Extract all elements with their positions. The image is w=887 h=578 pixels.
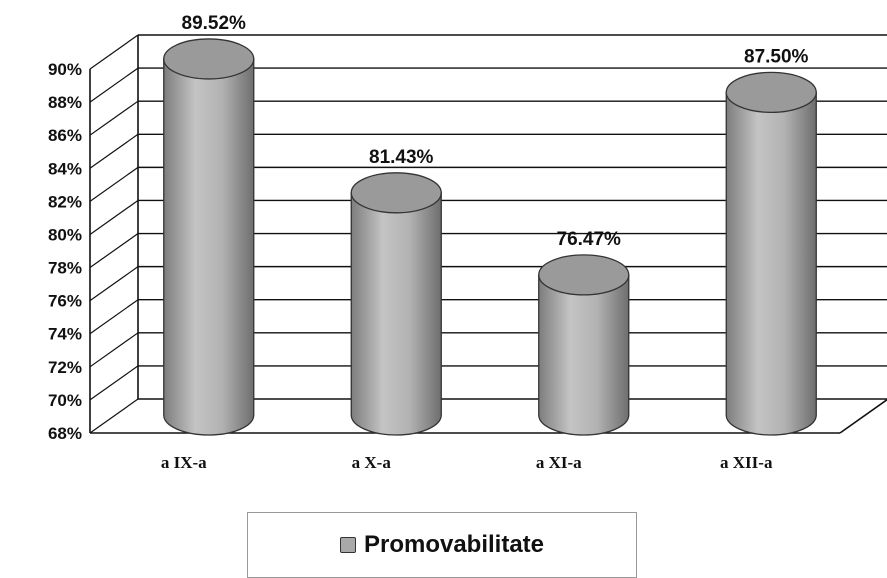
data-label: 89.52% bbox=[182, 13, 247, 34]
y-tick-label: 86% bbox=[48, 126, 82, 145]
gridline-side bbox=[89, 166, 139, 202]
y-tick-label: 70% bbox=[48, 391, 82, 410]
y-tick-labels: 68% 70% 72% 74% 76% 78% 80% 82% 84% 86% 88% 90% bbox=[48, 60, 82, 443]
x-category-label: a XII-a bbox=[720, 453, 773, 472]
data-label: 76.47% bbox=[557, 229, 622, 250]
category-labels: a IX-a a X-a a XI-a a XII-a bbox=[161, 453, 773, 472]
legend-label: Promovabilitate bbox=[363, 531, 545, 558]
gridline-side bbox=[89, 233, 139, 269]
y-tick-label: 84% bbox=[48, 159, 82, 178]
gridline-side bbox=[89, 266, 139, 302]
x-category-label: a IX-a bbox=[161, 453, 207, 472]
bar-cylinder bbox=[163, 38, 255, 436]
x-category-label: a XI-a bbox=[536, 453, 582, 472]
y-tick-label: 72% bbox=[48, 358, 82, 377]
gridline-side bbox=[89, 133, 139, 169]
y-tick-label: 80% bbox=[48, 225, 82, 244]
axis-line bbox=[839, 398, 887, 434]
bar-cylinder bbox=[538, 254, 630, 436]
gridline-side bbox=[89, 299, 139, 335]
y-tick-label: 82% bbox=[48, 192, 82, 211]
gridline-side bbox=[89, 100, 139, 136]
gridline-side bbox=[89, 199, 139, 235]
gridline-side bbox=[89, 365, 139, 401]
y-tick-label: 68% bbox=[48, 424, 82, 443]
bar-cylinder bbox=[725, 71, 817, 436]
gridline-side bbox=[89, 67, 139, 103]
y-tick-label: 90% bbox=[48, 60, 82, 79]
y-tick-label: 76% bbox=[48, 292, 82, 311]
bar-cylinder bbox=[350, 172, 442, 436]
legend: Promovabilitate bbox=[247, 512, 637, 578]
bars bbox=[163, 38, 817, 436]
gridline-side bbox=[89, 398, 139, 434]
legend-swatch bbox=[339, 537, 356, 553]
gridline-side bbox=[89, 332, 139, 368]
y-tick-label: 74% bbox=[48, 325, 82, 344]
y-tick-label: 78% bbox=[48, 259, 82, 278]
x-category-label: a X-a bbox=[352, 453, 392, 472]
data-label: 87.50% bbox=[744, 46, 809, 67]
gridline-side bbox=[89, 34, 139, 70]
y-tick-label: 88% bbox=[48, 93, 82, 112]
data-label: 81.43% bbox=[369, 147, 434, 168]
data-labels: 89.52% 81.43% 76.47% 87.50% bbox=[182, 13, 809, 250]
